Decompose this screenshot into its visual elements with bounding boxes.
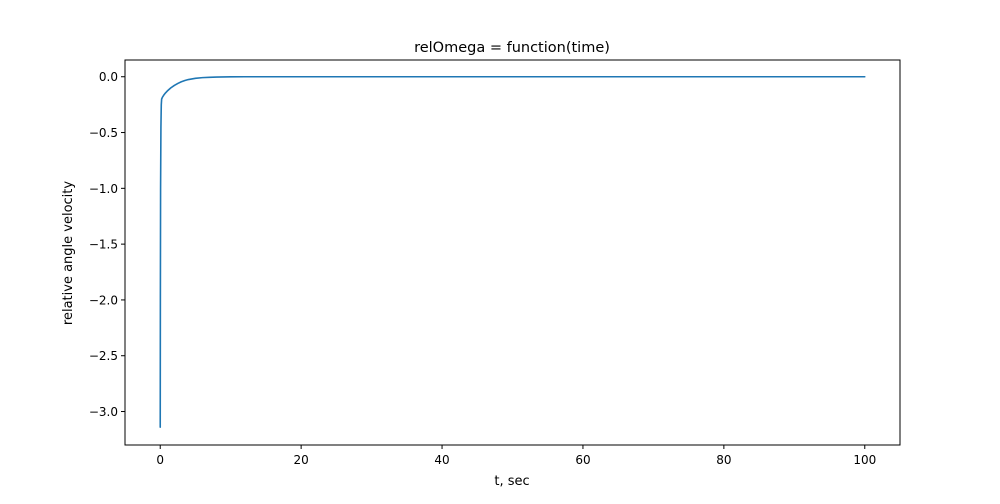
plot-frame [124, 59, 901, 446]
x-axis-ticks: 0 20 40 60 80 100 [156, 445, 876, 467]
y-tick-label: −0.5 [89, 126, 118, 140]
x-tick-label: 20 [293, 453, 308, 467]
x-tick-label: 0 [156, 453, 164, 467]
y-tick-label: 0.0 [99, 70, 118, 84]
plot-series-group [159, 75, 866, 428]
y-tick-label: −1.5 [89, 238, 118, 252]
y-tick-label: −2.5 [89, 349, 118, 363]
y-axis-label: relative angle velocity [61, 181, 76, 325]
x-tick-label: 80 [716, 453, 731, 467]
x-tick-label: 100 [853, 453, 876, 467]
series-line-0 [159, 75, 866, 428]
x-axis-label: t, sec [494, 474, 529, 489]
x-tick-label: 40 [434, 453, 449, 467]
y-axis-ticks: 0.0 −0.5 −1.0 −1.5 −2.0 −2.5 −3.0 [89, 70, 125, 419]
y-tick-label: −3.0 [89, 405, 118, 419]
y-tick-label: −1.0 [89, 182, 118, 196]
chart-title: relOmega = function(time) [414, 40, 610, 56]
x-tick-label: 60 [575, 453, 590, 467]
y-tick-label: −2.0 [89, 293, 118, 307]
